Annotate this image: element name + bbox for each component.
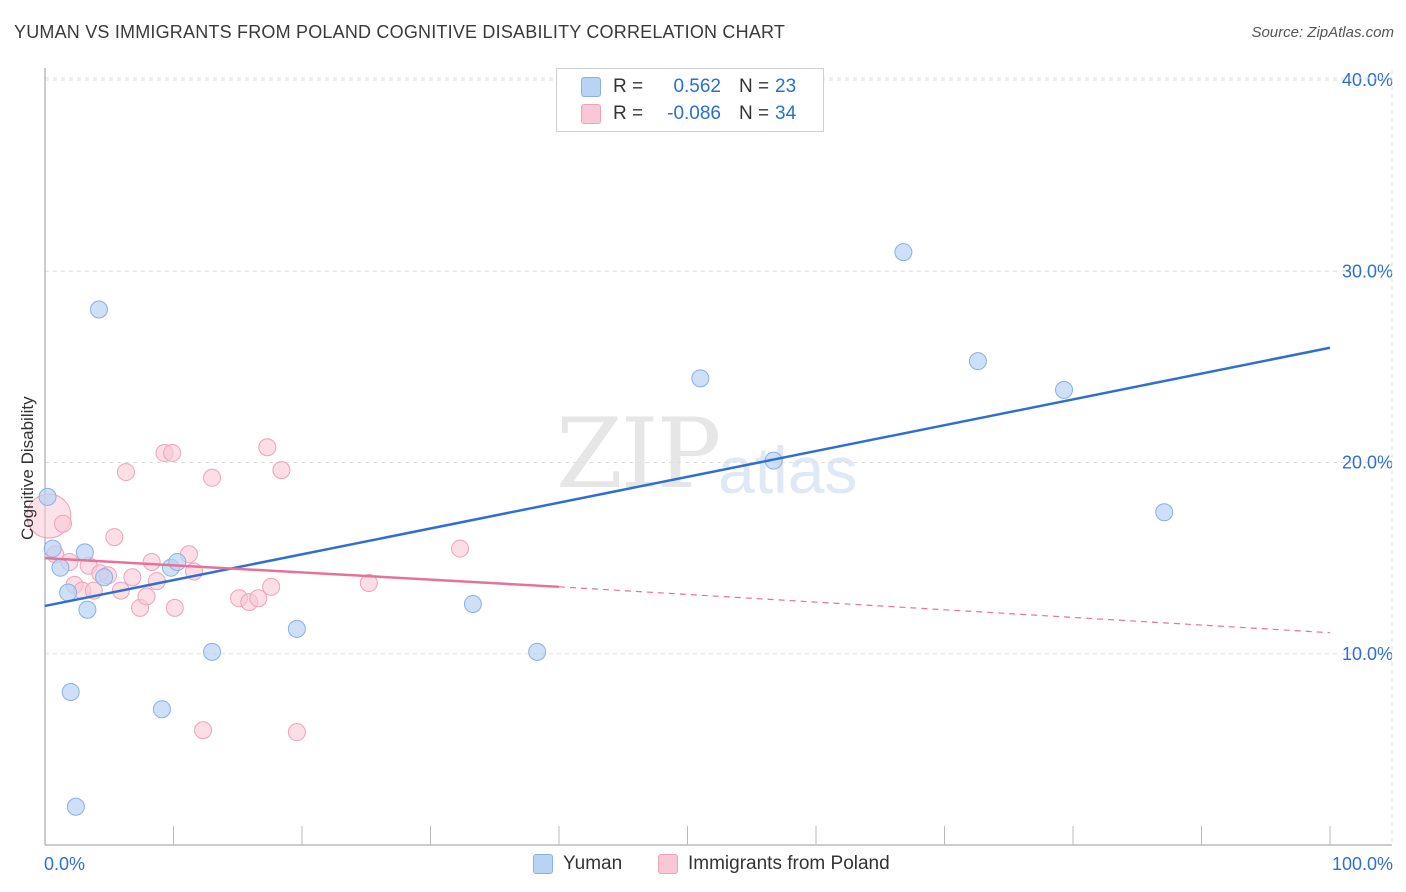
watermark-atlas: atlas xyxy=(718,433,858,507)
yuman-point xyxy=(168,552,187,571)
y-tick-label: 10.0% xyxy=(1342,644,1393,664)
yuman-point xyxy=(894,243,913,262)
legend-r-label: R = xyxy=(613,103,644,124)
legend-r-value: 0.562 xyxy=(673,76,721,97)
poland-trendline-dashed xyxy=(558,586,1331,634)
yuman-point xyxy=(152,700,171,719)
poland-point xyxy=(116,463,135,482)
yuman-point xyxy=(66,797,85,816)
chart-title: YUMAN VS IMMIGRANTS FROM POLAND COGNITIV… xyxy=(14,22,786,42)
yuman-point xyxy=(287,619,306,638)
poland-point xyxy=(194,721,213,740)
yuman-point xyxy=(1055,380,1074,399)
yuman-point xyxy=(95,568,114,587)
poland-point xyxy=(165,598,184,617)
yuman-point xyxy=(38,487,57,506)
y-axis-label: Cognitive Disability xyxy=(18,396,37,540)
poland-point xyxy=(262,577,281,596)
legend-n-label: N = xyxy=(739,103,770,124)
legend-row-yuman: R = 0.562 N = 23 xyxy=(581,75,796,99)
legend-n-value: 34 xyxy=(775,103,797,124)
yuman-point xyxy=(1155,503,1174,522)
legend-row-poland: R = -0.086 N = 34 xyxy=(581,102,796,126)
yuman-point xyxy=(203,642,222,661)
bottom-legend-yuman: Yuman xyxy=(533,852,622,876)
poland-point xyxy=(142,552,161,571)
x-tick-label: 0.0% xyxy=(44,854,85,874)
yuman-point xyxy=(51,558,70,577)
legend-r-value: -0.086 xyxy=(667,103,721,124)
poland-point xyxy=(53,514,72,533)
poland-point xyxy=(105,528,124,547)
watermark-zip: ZIP xyxy=(556,398,721,510)
poland-point xyxy=(258,438,277,457)
yuman-point xyxy=(59,583,78,602)
yuman-point xyxy=(61,683,80,701)
legend-swatch-yuman xyxy=(581,77,601,97)
poland-point xyxy=(451,539,470,558)
yuman-point xyxy=(528,642,547,661)
poland-point xyxy=(163,443,182,462)
legend-n-value: 23 xyxy=(775,76,797,97)
legend-r-label: R = xyxy=(613,76,644,97)
bottom-legend-label-poland: Immigrants from Poland xyxy=(688,853,890,874)
y-tick-label: 20.0% xyxy=(1342,453,1393,473)
bottom-legend-swatch-yuman xyxy=(533,854,553,874)
x-tick-label: 100.0% xyxy=(1332,854,1393,874)
bottom-legend-poland: Immigrants from Poland xyxy=(658,852,890,876)
poland-point xyxy=(359,573,378,592)
poland-point xyxy=(287,723,306,742)
yuman-trendline xyxy=(44,346,1331,608)
yuman-point xyxy=(78,600,97,619)
chart-source: Source: ZipAtlas.com xyxy=(1251,24,1394,41)
bottom-legend-swatch-poland xyxy=(658,854,678,874)
y-tick-label: 40.0% xyxy=(1342,70,1393,90)
poland-point xyxy=(123,568,142,587)
legend-n-label: N = xyxy=(739,76,770,97)
correlation-legend: R = 0.562 N = 23 R = -0.086 N = 34 xyxy=(556,68,824,132)
yuman-point xyxy=(968,352,987,371)
legend-swatch-poland xyxy=(581,104,601,124)
yuman-point xyxy=(691,369,710,388)
y-tick-label: 30.0% xyxy=(1342,261,1393,281)
bottom-legend-label-yuman: Yuman xyxy=(563,853,623,874)
yuman-point xyxy=(75,543,94,562)
yuman-point xyxy=(463,595,482,614)
poland-point xyxy=(272,461,291,480)
poland-point xyxy=(137,587,156,606)
yuman-point xyxy=(89,300,108,319)
poland-point xyxy=(203,468,222,487)
poland-point xyxy=(249,589,268,608)
poland-trendline-solid xyxy=(44,556,560,589)
yuman-point xyxy=(43,539,62,558)
